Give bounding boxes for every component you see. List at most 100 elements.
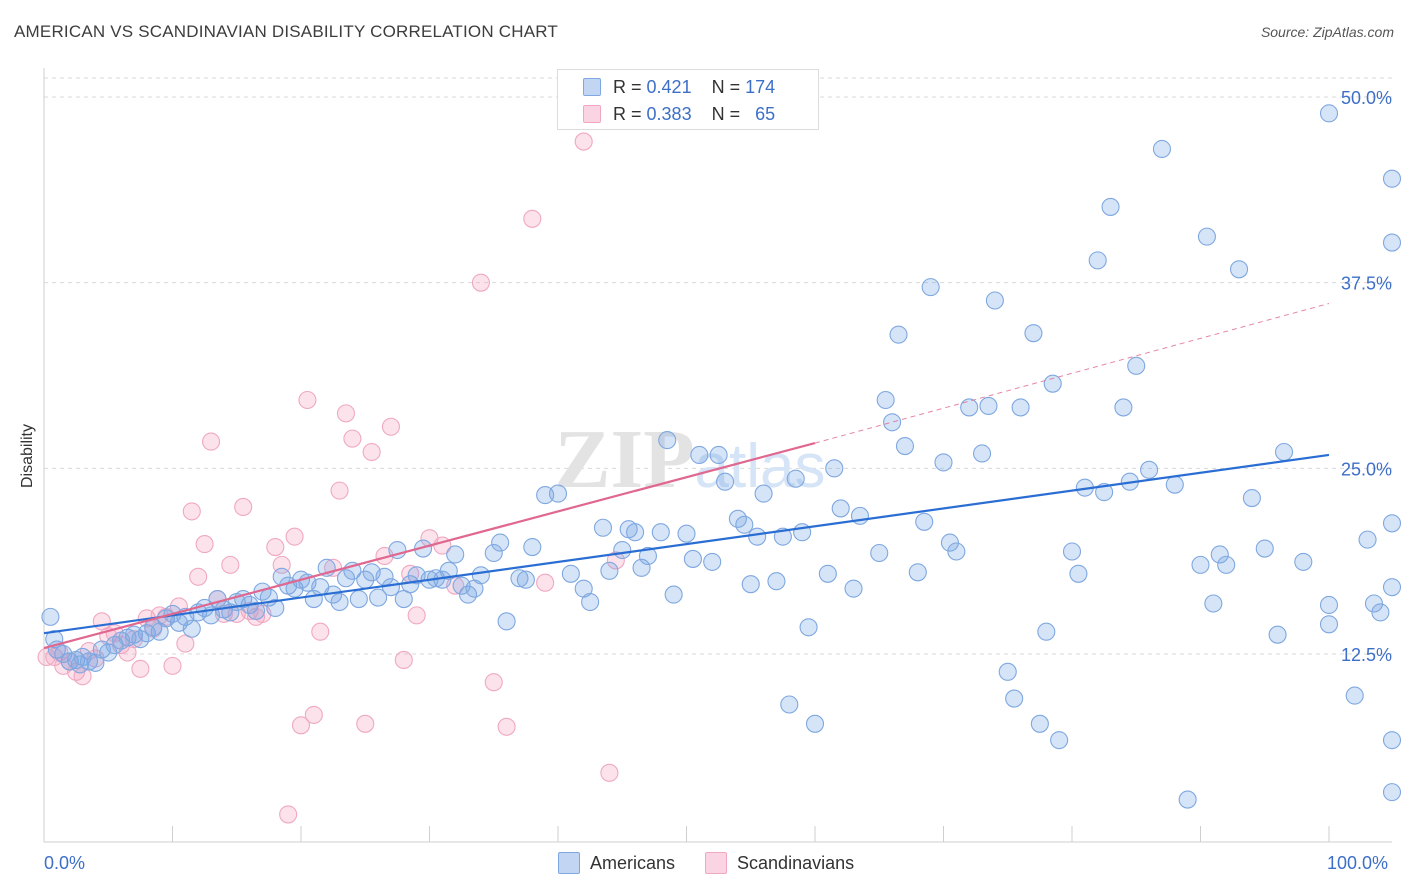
- americans-point: [1178, 790, 1197, 809]
- americans-point: [979, 396, 998, 415]
- americans-point: [947, 542, 966, 561]
- americans-point: [786, 469, 805, 488]
- y-tick-label: 37.5%: [1341, 274, 1392, 294]
- americans-point: [1319, 615, 1339, 634]
- stats-legend: R = 0.421 N = 174 R = 0.383 N = 65: [557, 69, 819, 130]
- scandinavians-point: [381, 417, 401, 436]
- americans-point: [523, 538, 542, 557]
- scandinavians-point: [407, 606, 426, 625]
- americans-point: [381, 578, 401, 597]
- scandinavians-point: [471, 273, 490, 292]
- scandinavians-point: [291, 716, 311, 735]
- americans-point: [876, 390, 895, 410]
- americans-point: [1197, 227, 1216, 246]
- americans-point: [831, 499, 850, 518]
- scandinavians-point: [285, 527, 304, 546]
- n-label: N =: [711, 76, 741, 97]
- x-tick-label-min: 0.0%: [44, 853, 86, 873]
- y-tick-label: 12.5%: [1341, 645, 1392, 665]
- scandinavians-point: [202, 432, 221, 451]
- americans-point: [561, 564, 580, 583]
- scandinavians-trend-extension: [814, 302, 1330, 444]
- legend-item-scandinavians: Scandinavians: [705, 852, 854, 874]
- americans-point: [870, 543, 889, 563]
- americans-point: [690, 445, 709, 465]
- chart-title: AMERICAN VS SCANDINAVIAN DISABILITY CORR…: [14, 22, 558, 41]
- americans-points: [41, 104, 1402, 809]
- americans-point: [921, 278, 940, 297]
- americans-point: [889, 325, 908, 344]
- americans-point: [664, 585, 683, 604]
- americans-point: [683, 549, 702, 568]
- americans-point: [1005, 689, 1024, 708]
- americans-point: [336, 569, 356, 588]
- scandinavians-point: [574, 132, 593, 151]
- americans-point: [972, 444, 992, 463]
- americans-point: [1069, 564, 1088, 583]
- legend-label: Americans: [590, 852, 676, 873]
- americans-point: [330, 592, 349, 612]
- americans-point: [1358, 530, 1377, 549]
- axes: [43, 68, 1392, 843]
- americans-point: [1127, 356, 1146, 375]
- americans-point: [1114, 398, 1133, 417]
- americans-point: [1050, 731, 1069, 750]
- americans-point: [1345, 686, 1364, 705]
- scandinavians-swatch: [705, 852, 728, 874]
- americans-point: [844, 579, 863, 598]
- americans-point: [1319, 595, 1339, 615]
- scandinavians-points: [37, 132, 625, 824]
- americans-point: [632, 558, 651, 577]
- americans-point: [1024, 324, 1043, 343]
- americans-point: [1268, 625, 1287, 644]
- americans-point: [1382, 514, 1402, 533]
- legend-label: Scandinavians: [737, 852, 855, 873]
- americans-point: [1191, 555, 1210, 574]
- americans-point: [1364, 594, 1384, 613]
- americans-point: [1230, 260, 1249, 279]
- americans-point: [516, 570, 535, 589]
- americans-point: [369, 588, 388, 607]
- y-tick-labels: 12.5% 25.0% 37.5% 50.0%: [1341, 88, 1392, 665]
- n-label: N =: [711, 103, 741, 124]
- americans-point: [915, 512, 934, 531]
- americans-point: [581, 592, 600, 612]
- legend-item-americans: Americans: [558, 852, 675, 874]
- scandinavians-point: [279, 805, 298, 824]
- americans-point: [99, 643, 118, 662]
- americans-point: [1382, 578, 1402, 597]
- americans-point: [484, 543, 503, 563]
- americans-point: [780, 695, 799, 714]
- scandinavians-point: [189, 567, 208, 586]
- stats-row-americans: R = 0.421 N = 174: [583, 76, 775, 98]
- americans-point: [985, 291, 1004, 310]
- americans-point: [1101, 197, 1120, 216]
- scandinavians-point: [304, 705, 323, 724]
- y-tick-label: 25.0%: [1341, 459, 1392, 479]
- americans-point: [1382, 731, 1402, 750]
- scandinavians-point: [195, 535, 214, 554]
- americans-point: [703, 552, 722, 571]
- americans-point: [741, 575, 760, 594]
- americans-point: [1043, 374, 1062, 393]
- n-value: 174: [745, 76, 776, 97]
- americans-point: [182, 619, 201, 638]
- scandinavians-point: [343, 429, 362, 448]
- americans-point: [883, 413, 902, 432]
- americans-point: [613, 540, 632, 560]
- scandinavians-point: [523, 209, 542, 228]
- americans-point: [246, 601, 266, 620]
- scandinavians-point: [131, 659, 150, 678]
- americans-point: [998, 662, 1017, 681]
- americans-point: [1217, 555, 1236, 574]
- americans-point: [1037, 622, 1056, 641]
- americans-point: [1030, 714, 1049, 733]
- series-legend: Americans Scandinavians: [558, 852, 884, 874]
- americans-point: [1011, 398, 1030, 417]
- americans-point: [626, 523, 645, 542]
- americans-point: [1371, 603, 1390, 622]
- scandinavians-point: [266, 538, 285, 557]
- americans-point: [491, 533, 510, 552]
- stats-row-scandinavians: R = 0.383 N = 65: [583, 103, 775, 125]
